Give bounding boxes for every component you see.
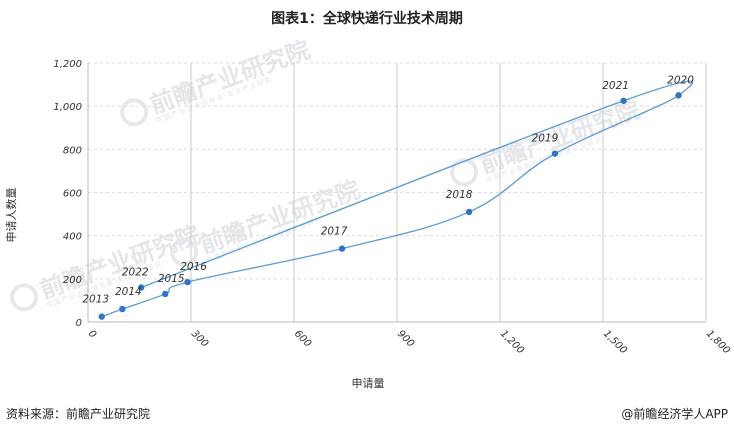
svg-text:前瞻产业研究院: 前瞻产业研究院: [196, 175, 363, 259]
point-label-2015: 2015: [158, 273, 185, 285]
point-label-2019: 2019: [532, 133, 559, 145]
y-tick-label: 200: [63, 275, 82, 286]
y-tick-label: 1,200: [53, 59, 82, 70]
data-point-2020: [675, 92, 682, 99]
x-tick-label: 1,500: [601, 328, 629, 356]
point-label-2018: 2018: [446, 189, 473, 201]
data-point-2019: [551, 150, 559, 157]
point-label-2013: 2013: [82, 294, 109, 306]
y-axis-label: 申请人数量: [5, 188, 18, 243]
y-tick-label: 800: [63, 145, 82, 156]
x-axis-label: 申请量: [352, 377, 385, 390]
chart-title: 图表1：全球快递行业技术周期: [271, 11, 463, 27]
x-tick-label: 1,200: [498, 328, 526, 356]
x-tick-label: 600: [292, 328, 313, 349]
data-point-2013: [98, 313, 105, 320]
data-point-2016: [184, 278, 191, 286]
x-tick-label: 300: [189, 328, 210, 349]
x-tick-label: 1,800: [704, 328, 732, 356]
brand-note: @前瞻经济学人APP: [621, 407, 728, 421]
point-label-2014: 2014: [115, 286, 142, 298]
data-points: [98, 92, 682, 320]
x-tick-label: 900: [395, 328, 416, 349]
y-tick-label: 400: [63, 232, 82, 243]
data-point-2015: [162, 290, 169, 298]
point-label-2016: 2016: [180, 261, 207, 273]
svg-text:前瞻产业研究院: 前瞻产业研究院: [476, 95, 643, 179]
source-note: 资料来源：前瞻产业研究院: [6, 407, 151, 421]
data-point-2021: [620, 97, 627, 104]
y-tick-label: 1,000: [53, 102, 82, 113]
point-label-2022: 2022: [122, 266, 149, 278]
y-tick-label: 0: [76, 318, 82, 329]
watermarks: 前瞻产业研究院中国产业咨询领导者·专注产业研究前瞻产业研究院中国产业咨询领导者·…: [10, 35, 644, 312]
x-tick-label: 0: [86, 328, 98, 340]
point-label-2020: 2020: [667, 74, 694, 86]
data-point-2014: [119, 305, 126, 313]
svg-text:前瞻产业研究院: 前瞻产业研究院: [146, 35, 313, 119]
point-label-2021: 2021: [602, 80, 629, 92]
y-tick-label: 600: [63, 189, 82, 200]
point-label-2017: 2017: [321, 226, 348, 238]
data-point-2018: [465, 208, 473, 216]
data-point-2022: [138, 284, 145, 291]
data-point-2017: [338, 245, 346, 252]
